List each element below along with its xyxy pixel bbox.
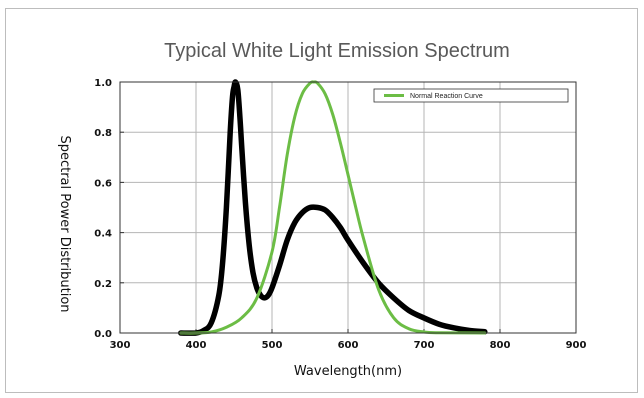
y-tick-label: 0.8 xyxy=(94,128,112,139)
y-tick-label: 0.4 xyxy=(94,229,112,240)
x-tick-label: 300 xyxy=(110,340,131,351)
legend: Normal Reaction Curve xyxy=(373,88,569,103)
y-axis-label: Spectral Power Distribution xyxy=(57,135,72,312)
plot-area-border xyxy=(119,81,577,334)
chart-frame: Typical White Light Emission Spectrum Sp… xyxy=(5,8,638,393)
x-tick-label: 400 xyxy=(186,340,207,351)
legend-entry: Normal Reaction Curve xyxy=(410,93,483,100)
series-lines xyxy=(178,79,488,336)
grid-lines xyxy=(120,82,576,333)
x-tick-label: 800 xyxy=(490,340,511,351)
x-tick-label: 600 xyxy=(338,340,359,351)
legend-box xyxy=(373,88,569,103)
series-line-0 xyxy=(178,79,488,336)
chart-title: Typical White Light Emission Spectrum xyxy=(164,40,510,62)
x-axis-label: Wavelength(nm) xyxy=(294,364,402,379)
y-tick-label: 1.0 xyxy=(94,78,112,89)
x-tick-label: 900 xyxy=(566,340,587,351)
y-tick-label: 0.0 xyxy=(94,329,112,340)
x-tick-label: 500 xyxy=(262,340,283,351)
y-tick-label: 0.2 xyxy=(94,279,112,290)
y-tick-label: 0.6 xyxy=(94,178,112,189)
spectrum-chart: Typical White Light Emission Spectrum Sp… xyxy=(57,40,586,379)
axis-ticks: 300 400 500 600 700 800 900 0.0 0.2 0.4 0.6 0.8 1.0 xyxy=(94,78,586,351)
x-tick-label: 700 xyxy=(414,340,435,351)
